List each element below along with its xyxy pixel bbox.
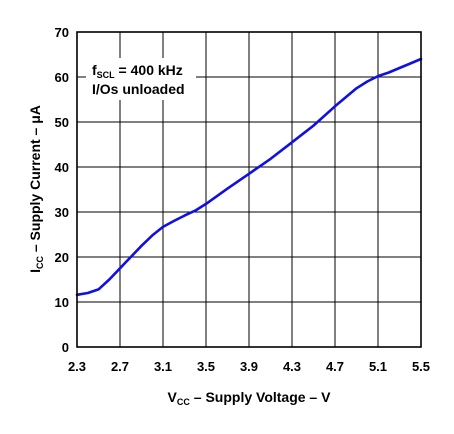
x-tick-label: 3.1 [154,359,172,374]
chart-annotation: fSCL = 400 kHz I/Os unloaded [86,58,196,100]
y-tick-labels: 0 10 20 30 40 50 60 70 [55,25,69,355]
y-axis-label: ICC – Supply Current – μA [27,105,45,273]
plot-frame [76,31,422,348]
chart-series [75,57,423,297]
y-tick-label: 50 [55,115,69,130]
x-axis-label: VCC – Supply Voltage – V [168,389,332,407]
annotation-line1: fSCL = 400 kHz [92,62,183,80]
y-tick-label: 10 [55,295,69,310]
x-tick-labels: 2.3 2.7 3.1 3.5 3.9 4.3 4.7 5.1 5.5 [68,359,430,374]
y-tick-label: 40 [55,160,69,175]
y-tick-label: 30 [55,205,69,220]
y-tick-label: 60 [55,70,69,85]
x-tick-label: 2.3 [68,359,86,374]
x-tick-label: 4.3 [283,359,301,374]
annotation-box [86,58,196,100]
x-tick-label: 4.7 [326,359,344,374]
x-tick-label: 5.1 [369,359,387,374]
y-tick-label: 20 [55,250,69,265]
x-tick-label: 3.9 [240,359,258,374]
y-tick-label: 0 [62,340,69,355]
x-tick-label: 5.5 [412,359,430,374]
x-tick-label: 3.5 [197,359,215,374]
annotation-line2: I/Os unloaded [92,81,185,97]
x-tick-label: 2.7 [111,359,129,374]
y-tick-label: 70 [55,25,69,40]
supply-current-line [75,57,423,297]
